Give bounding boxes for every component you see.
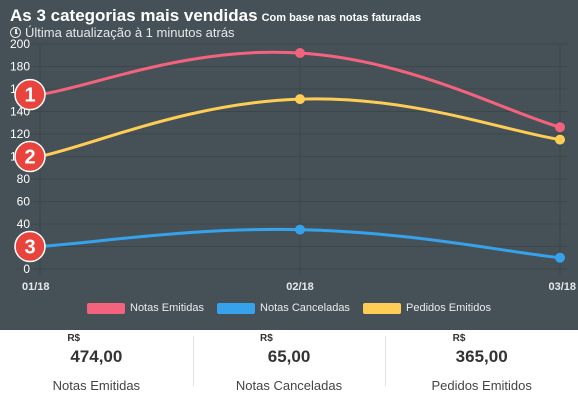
kpi-currency: R$: [260, 333, 273, 344]
chart-title: As 3 categorias mais vendidas: [10, 6, 258, 25]
legend-label: Notas Emitidas: [130, 302, 204, 315]
kpi-value: R$ 474,00: [0, 333, 193, 366]
data-point: [295, 94, 305, 105]
data-point: [295, 48, 305, 58]
y-tick-label: 0: [23, 262, 30, 276]
rank-marker-label: 3: [24, 237, 35, 259]
kpi-pedidos-emitidos: R$ 365,00 Pedidos Emitidos: [385, 330, 578, 416]
x-tick-label: 03/18: [548, 281, 576, 293]
clock-icon: [10, 27, 21, 38]
kpi-currency: R$: [67, 333, 81, 344]
last-updated: Última atualização à 1 minutos atrás: [10, 25, 235, 40]
kpi-amount: 474,00: [70, 347, 123, 366]
x-tick-label: 02/18: [286, 281, 314, 293]
legend-swatch: [87, 302, 125, 314]
legend-label: Notas Canceladas: [260, 302, 350, 315]
kpi-value: R$ 365,00: [385, 333, 578, 366]
line-chart: 02040608010012014016018020001/1802/1803/…: [10, 37, 576, 293]
chart-panel: [0, 0, 578, 330]
kpi-notas-canceladas: R$ 65,00 Notas Canceladas: [192, 330, 386, 416]
y-tick-label: 60: [17, 195, 31, 209]
y-tick-label: 40: [17, 217, 31, 231]
rank-marker-label: 2: [24, 147, 35, 169]
y-tick-label: 80: [17, 172, 31, 186]
kpi-notas-emitidas: R$ 474,00 Notas Emitidas: [0, 330, 193, 416]
rank-marker-label: 1: [24, 85, 35, 107]
data-point: [555, 122, 565, 133]
last-updated-text: Última atualização à 1 minutos atrás: [25, 25, 235, 40]
data-point: [555, 134, 565, 145]
legend-label: Pedidos Emitidos: [406, 302, 491, 315]
kpi-amount: 65,00: [267, 347, 311, 366]
kpi-summary: R$ 474,00 Notas Emitidas R$ 65,00 Notas …: [0, 330, 578, 416]
kpi-label: Notas Canceladas: [235, 378, 343, 393]
legend-item-notas-canceladas[interactable]: Notas Canceladas: [217, 302, 350, 314]
legend-item-notas-emitidas[interactable]: Notas Emitidas: [87, 302, 204, 314]
data-point: [295, 224, 305, 235]
y-tick-label: 180: [10, 60, 30, 74]
rank-marker: [14, 140, 46, 173]
x-tick-label: 01/18: [22, 281, 50, 293]
data-point: [555, 252, 565, 263]
legend-swatch: [217, 302, 256, 314]
chart-legend: Notas Emitidas Notas Canceladas Pedidos …: [0, 302, 578, 314]
kpi-label: Notas Emitidas: [52, 378, 141, 393]
legend-swatch: [363, 302, 401, 314]
y-tick-label: 120: [10, 127, 30, 141]
rank-marker: [14, 78, 46, 111]
chart-subtitle: Com base nas notas faturadas: [261, 12, 422, 24]
kpi-label: Pedidos Emitidos: [431, 378, 532, 393]
kpi-currency: R$: [452, 333, 466, 344]
kpi-amount: 365,00: [455, 347, 508, 366]
kpi-value: R$ 65,00: [193, 333, 386, 366]
legend-item-pedidos-emitidos[interactable]: Pedidos Emitidos: [363, 302, 491, 314]
chart-title-row: As 3 categorias mais vendidas Com base na…: [10, 6, 421, 26]
y-tick-label: 200: [10, 37, 30, 51]
rank-marker: [14, 230, 46, 263]
